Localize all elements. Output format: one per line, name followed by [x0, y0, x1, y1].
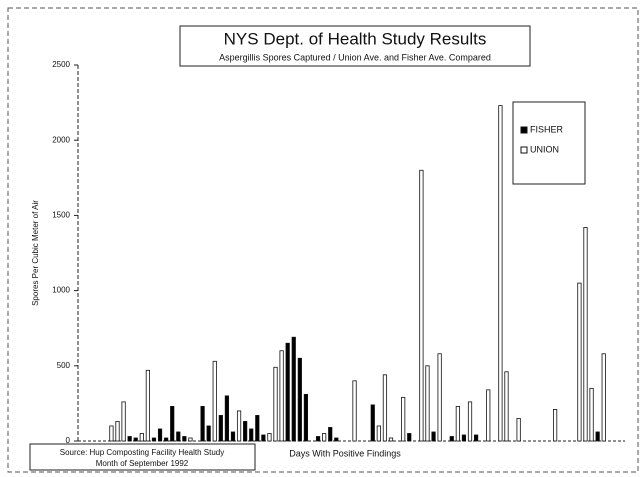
bar [170, 406, 175, 442]
x-axis-label: Days With Positive Findings [289, 448, 401, 458]
bar [583, 227, 588, 442]
source-note: Month of September 1992 [96, 459, 189, 468]
bar [352, 380, 357, 442]
y-tick-label: 2000 [52, 135, 70, 144]
chart-subtitle: Aspergillis Spores Captured / Union Ave.… [219, 52, 491, 62]
bar [376, 425, 381, 442]
bar [334, 437, 339, 442]
bar [243, 421, 248, 442]
legend-label: UNION [530, 144, 559, 154]
bar [151, 437, 157, 442]
bar [449, 436, 454, 442]
bar [498, 105, 503, 442]
bar [188, 437, 193, 442]
bar [261, 434, 266, 442]
bar [455, 406, 460, 442]
legend-box [512, 101, 586, 185]
y-tick-label: 1000 [52, 286, 70, 295]
bar [164, 437, 169, 442]
bar [182, 436, 187, 442]
bar [486, 389, 491, 442]
bar [109, 425, 114, 442]
bar [461, 434, 467, 442]
y-tick-label: 0 [66, 436, 71, 445]
bar [249, 428, 254, 442]
y-tick-label: 1500 [52, 211, 70, 220]
bar [382, 374, 388, 442]
bar [236, 410, 242, 442]
bar [297, 357, 302, 442]
bar [121, 401, 126, 442]
bar [200, 406, 205, 442]
bar [437, 353, 442, 442]
bar [595, 431, 600, 442]
bar [315, 436, 321, 442]
bar [553, 409, 558, 442]
bar [115, 421, 120, 442]
bar [145, 369, 150, 442]
bar [601, 353, 606, 442]
legend-swatch [520, 126, 528, 134]
bar [206, 425, 211, 442]
bar [401, 396, 406, 442]
bar [133, 437, 138, 442]
bar [176, 431, 181, 442]
bar [370, 404, 375, 442]
bar [322, 433, 327, 442]
bar [224, 395, 230, 442]
bar [285, 342, 290, 442]
frame [7, 7, 639, 473]
bar [255, 415, 260, 442]
bar [127, 436, 132, 442]
legend-swatch [520, 146, 528, 154]
y-axis-label: Spores Per Cubic Meter of Air [31, 200, 40, 306]
bar [516, 418, 521, 442]
bar [407, 433, 412, 442]
source-box [29, 443, 256, 471]
bar [291, 336, 296, 442]
y-tick-label: 2500 [52, 60, 70, 69]
bar [388, 437, 394, 442]
bar [504, 371, 509, 442]
title-box [179, 25, 531, 67]
y-tick-label: 500 [57, 361, 71, 370]
bar [467, 401, 473, 442]
bar [419, 169, 424, 442]
bar [212, 360, 217, 442]
bar [279, 350, 284, 442]
bar [139, 433, 144, 442]
bar [267, 433, 272, 442]
bar [218, 415, 223, 442]
bar [425, 365, 430, 442]
bar [577, 282, 582, 442]
bar [431, 431, 436, 442]
bar [273, 366, 278, 442]
chart-title: NYS Dept. of Health Study Results [224, 29, 487, 48]
bar [157, 428, 163, 442]
bar [303, 393, 309, 442]
bar [473, 434, 479, 442]
bar [328, 427, 333, 442]
source-note: Source: Hup Composting Facility Health S… [60, 448, 225, 457]
bar [589, 387, 594, 442]
bar [230, 431, 236, 442]
legend-label: FISHER [530, 124, 564, 134]
